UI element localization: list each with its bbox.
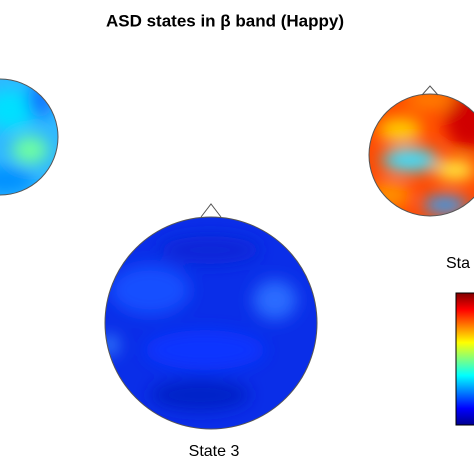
map-label: State 3 bbox=[189, 443, 240, 460]
head-outline bbox=[0, 78, 59, 196]
left-topomap bbox=[0, 79, 58, 195]
colorbar bbox=[455, 292, 474, 426]
right-topomap bbox=[369, 94, 474, 216]
middle-topomap bbox=[105, 217, 317, 429]
nose bbox=[421, 85, 439, 96]
nose bbox=[200, 203, 222, 218]
head-outline bbox=[368, 93, 474, 217]
map-label: Sta bbox=[446, 255, 470, 272]
figure-title: ASD states in β band (Happy) bbox=[106, 11, 344, 30]
head-outline bbox=[104, 216, 318, 430]
